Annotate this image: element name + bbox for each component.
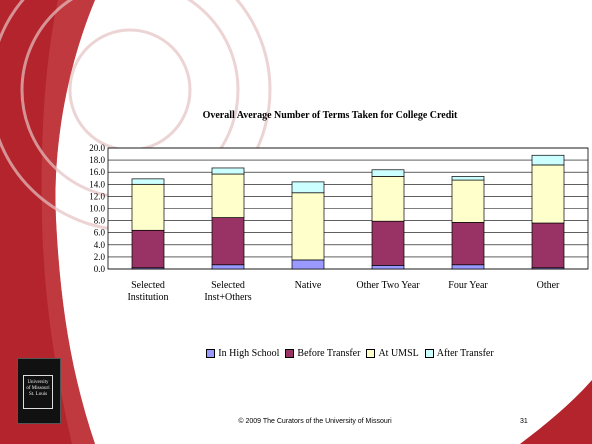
bar-segment-after-transfer [211,167,245,175]
legend-item: After Transfer [424,348,494,359]
bar-segment-in-high-school [451,264,485,270]
bar-segment-after-transfer [371,169,405,177]
bar-segment-at-umsl [211,173,245,218]
legend-label: At UMSL [378,348,419,359]
logo-text: University of Missouri St. Louis [23,375,53,409]
legend-label: After Transfer [436,348,494,359]
bottom-right-red-corner [520,380,592,444]
logo-line: University [27,380,49,385]
bar-segment-before-transfer [451,222,485,266]
chart-title: Overall Average Number of Terms Taken fo… [202,110,458,121]
band-highlight [41,0,95,444]
bar-segment-at-umsl [451,179,485,223]
legend-swatch [285,349,295,358]
y-tick-label: 2.0 [94,252,106,262]
bar-segment-in-high-school [211,264,245,270]
legend-label: In High School [218,348,280,359]
slide-footer: © 2009 The Curators of the University of… [238,418,392,425]
x-tick-label-line: Other [536,280,560,291]
legend-item: In High School [206,348,279,359]
bar-segment-in-high-school [291,259,325,270]
x-tick-label: Four Year [418,280,518,292]
logo-line: of Missouri [26,386,50,391]
legend-swatch [366,349,376,358]
y-tick-label: 10.0 [89,204,105,214]
chart-legend: In High School Before Transfer At UMSL Afte… [150,348,550,359]
x-tick-label-line: Four Year [448,280,488,291]
y-tick-label: 14.0 [89,179,105,189]
y-tick-label: 4.0 [94,240,106,250]
y-tick-label: 18.0 [89,155,105,165]
y-tick-label: 0.0 [94,264,106,274]
bar-segment-before-transfer [371,220,405,266]
x-tick-label-line: Selected [211,280,245,291]
x-tick-label: Selected Inst+Others [178,280,278,304]
x-tick-label: Other [498,280,592,292]
x-tick-label-line: Institution [127,292,169,303]
bar-segment-before-transfer [131,229,165,269]
university-logo: University of Missouri St. Louis [17,358,61,424]
bar-segment-before-transfer [531,222,565,269]
logo-line: St. Louis [28,392,48,397]
y-tick-label: 8.0 [94,216,106,226]
y-tick-label: 12.0 [89,191,105,201]
y-tick-label: 16.0 [89,167,105,177]
x-tick-label-line: Inst+Others [204,292,252,303]
x-tick-label-line: Native [294,280,322,291]
y-tick-label: 20.0 [89,143,105,153]
bar-segment-after-transfer [531,154,565,166]
legend-label: Before Transfer [297,348,361,359]
bar-segment-after-transfer [131,178,165,185]
legend-swatch [424,349,434,358]
page-number: 31 [520,418,528,425]
bar-segment-at-umsl [131,183,165,231]
x-tick-label-line: Selected [131,280,165,291]
x-tick-label-line: Other Two Year [356,280,420,291]
bar-segment-after-transfer [291,181,325,194]
bar-segment-at-umsl [531,164,565,224]
x-tick-label: Selected Institution [98,280,198,304]
bar-segment-in-high-school [371,265,405,270]
bar-segment-before-transfer [211,217,245,266]
legend-item: Before Transfer [285,348,360,359]
bar-segment-after-transfer [451,176,485,181]
bar-segment-at-umsl [291,192,325,261]
x-tick-label: Native [258,280,358,292]
legend-swatch [206,349,216,358]
bar-segment-at-umsl [371,176,405,222]
x-tick-label: Other Two Year [338,280,438,292]
y-tick-label: 6.0 [94,228,106,238]
legend-item: At UMSL [366,348,419,359]
stacked-bar-chart: 0.0 2.0 4.0 6.0 8.0 10.0 12.0 14.0 16.0 18.0 20.0 [89,143,589,274]
